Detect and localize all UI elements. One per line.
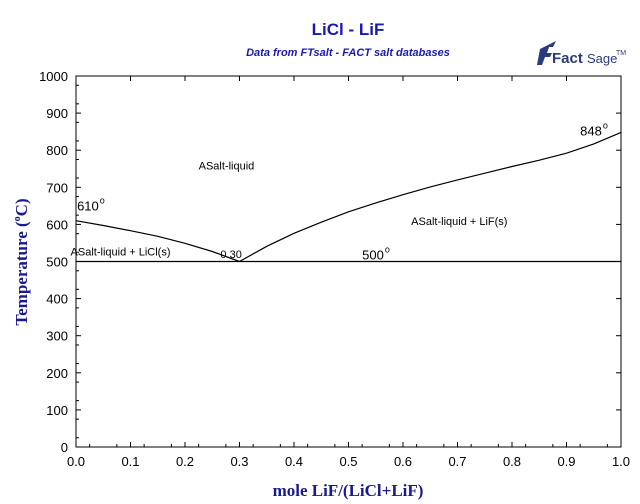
logo-brand-sub: Sage xyxy=(587,51,617,66)
x-tick-label: 0.7 xyxy=(448,454,466,469)
factsage-logo-icon xyxy=(537,41,556,65)
y-tick-label: 400 xyxy=(46,292,68,307)
logo-brand-main: Fact xyxy=(552,50,583,67)
y-axis-title-text: Temperature (oC) xyxy=(12,198,31,325)
annotation-label: 500 xyxy=(362,248,384,263)
y-axis-title-main: Temperature ( xyxy=(12,221,31,326)
region-label: ASalt-liquid + LiCl(s) xyxy=(71,247,171,259)
x-tick-label: 1.0 xyxy=(612,454,630,469)
logo-trademark: TM xyxy=(616,50,626,57)
degree-symbol: o xyxy=(603,120,608,130)
x-tick-label: 0.8 xyxy=(503,454,521,469)
chart-title: LiCl - LiF xyxy=(312,20,385,39)
y-axis-title: Temperature (oC) xyxy=(12,198,31,325)
y-tick-label: 100 xyxy=(46,403,68,418)
y-tick-label: 0 xyxy=(61,440,68,455)
x-tick-label: 0.6 xyxy=(394,454,412,469)
y-axis-degree-symbol: o xyxy=(12,216,23,221)
y-tick-label: 1000 xyxy=(39,69,68,84)
x-axis: 0.0 0.1 0.2 0.3 0.4 0.5 0.6 0.7 0.8 0.9 1.0 xyxy=(67,76,630,469)
region-label: ASalt-liquid + LiF(s) xyxy=(411,216,507,228)
factsage-logo: Fact Sage TM xyxy=(537,41,626,67)
chart-subtitle: Data from FTsalt - FACT salt databases xyxy=(246,47,450,59)
annotation-label: 0.30 xyxy=(220,249,241,261)
y-tick-label: 500 xyxy=(46,255,68,270)
labels-group: ASalt-liquid ASalt-liquid + LiF(s) ASalt-l… xyxy=(71,120,608,262)
y-tick-label: 200 xyxy=(46,366,68,381)
series-line-1 xyxy=(239,131,622,263)
y-axis-title-unit: C) xyxy=(12,198,31,216)
region-label: ASalt-liquid xyxy=(199,160,255,172)
y-axis: 0 100 200 300 400 500 600 700 800 900 1000 xyxy=(39,69,621,455)
series-group xyxy=(75,131,622,263)
degree-symbol: o xyxy=(385,245,390,255)
series-line-0 xyxy=(75,220,240,263)
y-tick-label: 700 xyxy=(46,180,68,195)
x-tick-label: 0.9 xyxy=(557,454,575,469)
x-tick-label: 0.3 xyxy=(230,454,248,469)
annotation-label: 848 xyxy=(580,123,602,138)
x-tick-label: 0.2 xyxy=(176,454,194,469)
x-axis-title: mole LiF/(LiCl+LiF) xyxy=(273,481,424,500)
y-tick-label: 800 xyxy=(46,143,68,158)
x-tick-label: 0.1 xyxy=(121,454,139,469)
y-tick-label: 300 xyxy=(46,329,68,344)
degree-symbol: o xyxy=(100,196,105,206)
x-tick-label: 0.0 xyxy=(67,454,85,469)
x-tick-label: 0.5 xyxy=(339,454,357,469)
y-tick-label: 900 xyxy=(46,106,68,121)
x-tick-label: 0.4 xyxy=(285,454,303,469)
annotation-label: 610 xyxy=(77,199,99,214)
y-tick-label: 600 xyxy=(46,217,68,232)
